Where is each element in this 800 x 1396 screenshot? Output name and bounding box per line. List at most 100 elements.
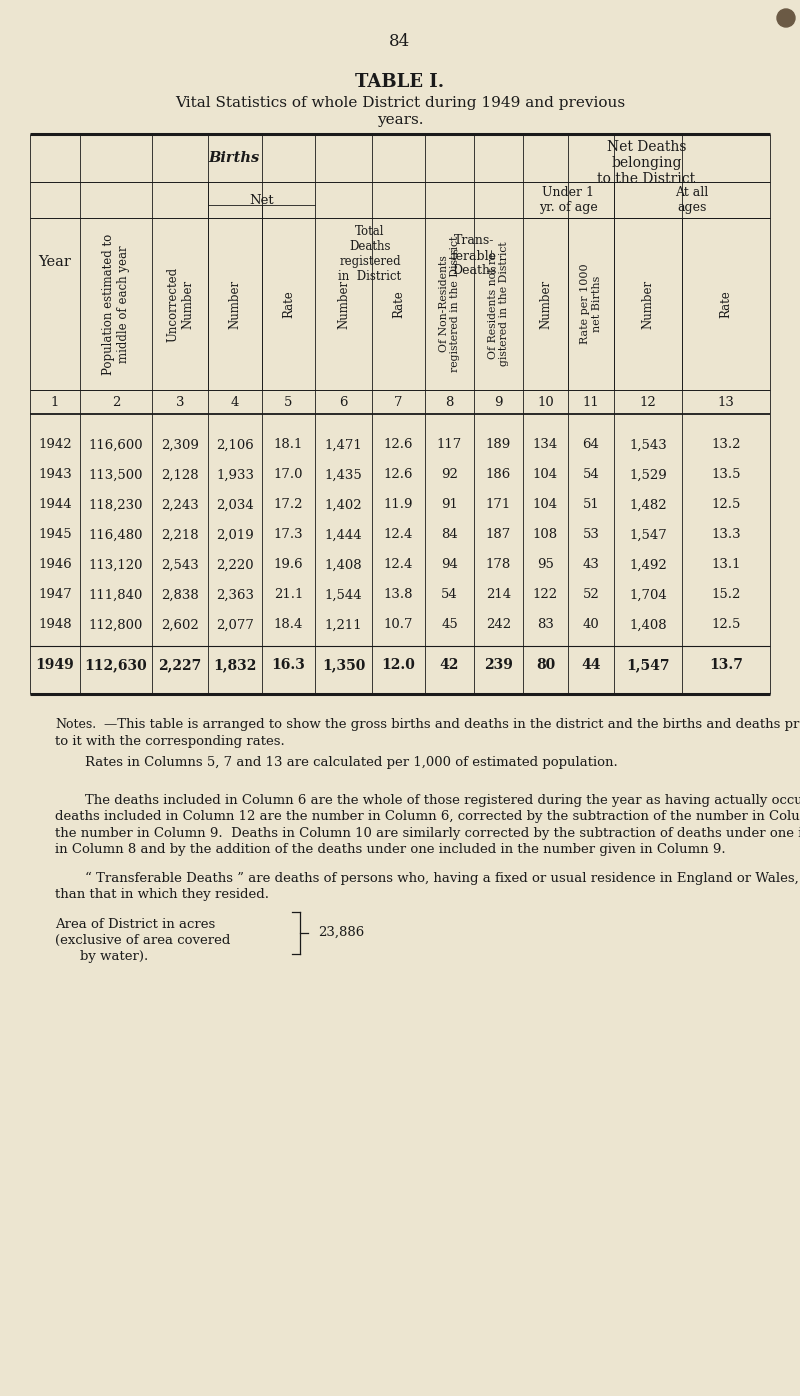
Text: 17.0: 17.0	[274, 469, 303, 482]
Text: 113,500: 113,500	[89, 469, 143, 482]
Text: the number in Column 9.  Deaths in Column 10 are similarly corrected by the subt: the number in Column 9. Deaths in Column…	[55, 826, 800, 840]
Text: 64: 64	[582, 438, 599, 451]
Text: 7: 7	[394, 395, 402, 409]
Text: 2,106: 2,106	[216, 438, 254, 451]
Text: 94: 94	[441, 558, 458, 571]
Text: 15.2: 15.2	[711, 589, 741, 602]
Text: Number: Number	[229, 279, 242, 328]
Text: 13.5: 13.5	[711, 469, 741, 482]
Text: 12.4: 12.4	[384, 529, 413, 542]
Text: 17.3: 17.3	[274, 529, 303, 542]
Text: 40: 40	[582, 618, 599, 631]
Text: 21.1: 21.1	[274, 589, 303, 602]
Text: 1943: 1943	[38, 469, 72, 482]
Text: than that in which they resided.: than that in which they resided.	[55, 888, 269, 900]
Circle shape	[777, 8, 795, 27]
Text: 189: 189	[486, 438, 511, 451]
Text: 13: 13	[718, 395, 734, 409]
Text: 1944: 1944	[38, 498, 72, 511]
Text: 1,402: 1,402	[325, 498, 362, 511]
Text: 2,220: 2,220	[216, 558, 254, 571]
Text: 116,600: 116,600	[89, 438, 143, 451]
Text: 19.6: 19.6	[274, 558, 303, 571]
Text: 104: 104	[533, 498, 558, 511]
Text: 1,832: 1,832	[214, 658, 257, 671]
Text: 23,886: 23,886	[318, 926, 364, 940]
Text: 1942: 1942	[38, 438, 72, 451]
Text: 84: 84	[390, 34, 410, 50]
Text: Of Non-Residents
registered in the District: Of Non-Residents registered in the Distr…	[438, 236, 460, 373]
Text: (exclusive of area covered: (exclusive of area covered	[55, 934, 230, 946]
Text: 1947: 1947	[38, 589, 72, 602]
Text: TABLE I.: TABLE I.	[355, 73, 445, 91]
Text: 2,309: 2,309	[161, 438, 199, 451]
Text: 2,363: 2,363	[216, 589, 254, 602]
Text: 2,602: 2,602	[161, 618, 199, 631]
Text: Rate: Rate	[282, 290, 295, 318]
Text: 112,800: 112,800	[89, 618, 143, 631]
Text: deaths included in Column 12 are the number in Column 6, corrected by the subtra: deaths included in Column 12 are the num…	[55, 811, 800, 824]
Text: 12.6: 12.6	[384, 438, 414, 451]
Text: 1946: 1946	[38, 558, 72, 571]
Text: 2,227: 2,227	[158, 658, 202, 671]
Text: 1,435: 1,435	[325, 469, 362, 482]
Text: 187: 187	[486, 529, 511, 542]
Text: 171: 171	[486, 498, 511, 511]
Text: 13.1: 13.1	[711, 558, 741, 571]
Text: 3: 3	[176, 395, 184, 409]
Text: 51: 51	[582, 498, 599, 511]
Text: 113,120: 113,120	[89, 558, 143, 571]
Text: Number: Number	[539, 279, 552, 328]
Text: 116,480: 116,480	[89, 529, 143, 542]
Text: 2: 2	[112, 395, 120, 409]
Text: Rate per 1000
net Births: Rate per 1000 net Births	[580, 264, 602, 345]
Text: 95: 95	[537, 558, 554, 571]
Text: 118,230: 118,230	[89, 498, 143, 511]
Text: 1,492: 1,492	[629, 558, 667, 571]
Text: 242: 242	[486, 618, 511, 631]
Text: 92: 92	[441, 469, 458, 482]
Text: Uncorrected
Number: Uncorrected Number	[166, 267, 194, 342]
Text: 44: 44	[582, 658, 601, 671]
Text: Rate: Rate	[719, 290, 733, 318]
Text: 2,019: 2,019	[216, 529, 254, 542]
Text: 1,471: 1,471	[325, 438, 362, 451]
Text: in Column 8 and by the addition of the deaths under one included in the number g: in Column 8 and by the addition of the d…	[55, 843, 726, 856]
Text: 1,547: 1,547	[626, 658, 670, 671]
Text: 5: 5	[284, 395, 293, 409]
Text: years.: years.	[377, 113, 423, 127]
Text: 178: 178	[486, 558, 511, 571]
Text: 52: 52	[582, 589, 599, 602]
Text: 1,211: 1,211	[325, 618, 362, 631]
Text: to it with the corresponding rates.: to it with the corresponding rates.	[55, 734, 285, 747]
Text: Of Residents not re-
gistered in the District: Of Residents not re- gistered in the Dis…	[488, 242, 510, 366]
Text: 2,838: 2,838	[161, 589, 199, 602]
Text: 8: 8	[446, 395, 454, 409]
Text: 134: 134	[533, 438, 558, 451]
Text: Under 1
yr. of age: Under 1 yr. of age	[539, 186, 598, 214]
Text: Area of District in acres: Area of District in acres	[55, 917, 215, 931]
Text: 53: 53	[582, 529, 599, 542]
Text: 84: 84	[441, 529, 458, 542]
Text: by water).: by water).	[80, 949, 148, 963]
Text: 1,408: 1,408	[629, 618, 667, 631]
Text: 12.6: 12.6	[384, 469, 414, 482]
Text: 104: 104	[533, 469, 558, 482]
Text: 214: 214	[486, 589, 511, 602]
Text: 83: 83	[537, 618, 554, 631]
Text: 112,630: 112,630	[85, 658, 147, 671]
Text: 2,543: 2,543	[161, 558, 199, 571]
Text: 1: 1	[51, 395, 59, 409]
Text: 13.3: 13.3	[711, 529, 741, 542]
Text: 1949: 1949	[36, 658, 74, 671]
Text: 17.2: 17.2	[274, 498, 303, 511]
Text: 2,077: 2,077	[216, 618, 254, 631]
Text: Net Deaths
belonging
to the District: Net Deaths belonging to the District	[598, 140, 695, 186]
Text: 1,444: 1,444	[325, 529, 362, 542]
Text: 1,529: 1,529	[629, 469, 667, 482]
Text: 2,128: 2,128	[161, 469, 199, 482]
Text: 1948: 1948	[38, 618, 72, 631]
Text: 54: 54	[582, 469, 599, 482]
Text: 1945: 1945	[38, 529, 72, 542]
Text: The deaths included in Column 6 are the whole of those registered during the yea: The deaths included in Column 6 are the …	[85, 794, 800, 807]
